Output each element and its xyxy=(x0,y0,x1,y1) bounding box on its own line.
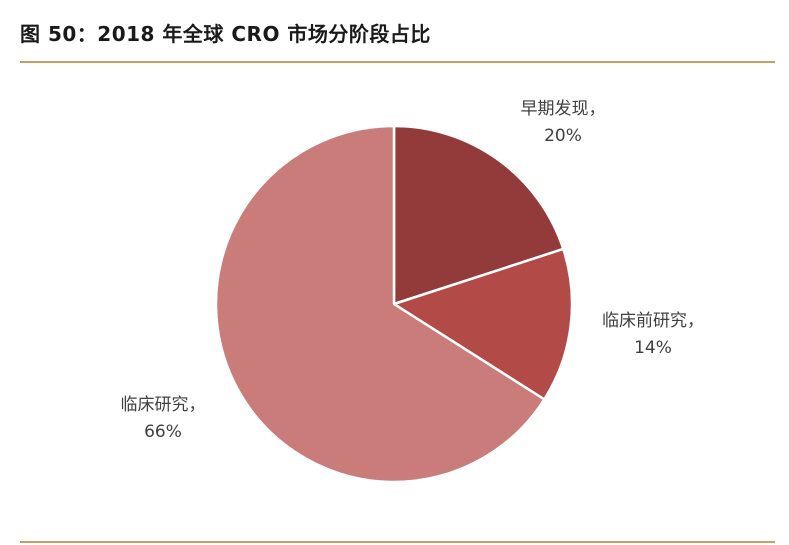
pie-slice-clinical xyxy=(214,124,546,484)
pie-slices xyxy=(214,124,574,484)
bottom-rule xyxy=(20,541,775,543)
label-clinical: 临床研究， 66% xyxy=(121,395,206,442)
label-preclinical-name: 临床前研究， xyxy=(602,311,704,331)
label-clinical-name: 临床研究， xyxy=(121,395,206,415)
pie-slice-preclinical xyxy=(392,247,574,401)
label-preclinical-value: 14% xyxy=(634,338,672,358)
label-early-discovery-name: 早期发现， xyxy=(521,99,606,119)
label-clinical-value: 66% xyxy=(144,422,182,442)
label-preclinical: 临床前研究， 14% xyxy=(602,311,704,358)
pie-slice-early-discovery xyxy=(392,124,565,306)
label-early-discovery-value: 20% xyxy=(544,126,582,146)
top-rule xyxy=(20,61,775,63)
label-early-discovery: 早期发现， 20% xyxy=(521,99,606,146)
figure-title: 图 50：2018 年全球 CRO 市场分阶段占比 xyxy=(20,22,431,46)
